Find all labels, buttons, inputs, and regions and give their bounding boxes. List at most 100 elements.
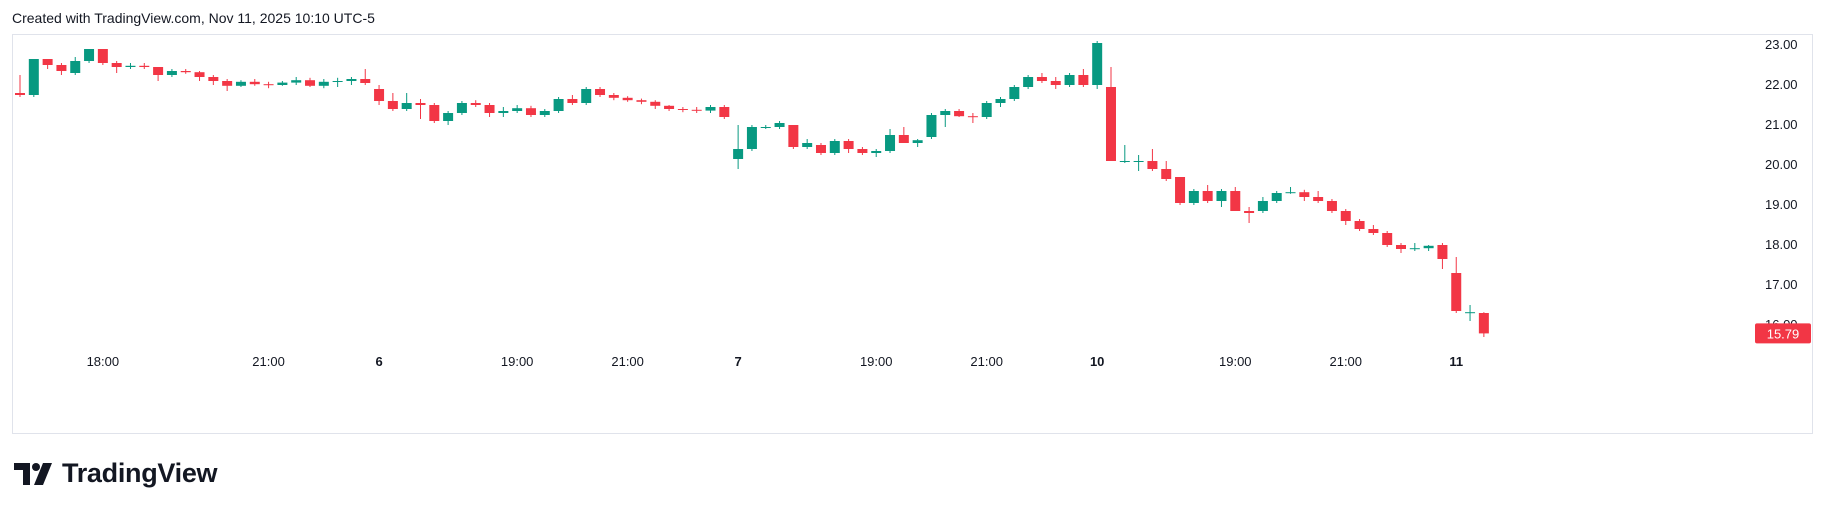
- x-tick-label: 6: [375, 354, 382, 369]
- candle-body: [1368, 229, 1379, 233]
- candle-body: [498, 111, 509, 113]
- y-tick-label: 17.00: [1765, 277, 1798, 292]
- y-tick-label: 20.00: [1765, 157, 1798, 172]
- candle-body: [235, 81, 246, 86]
- candle-body: [1050, 81, 1061, 85]
- candle-body: [429, 105, 440, 121]
- candle-body: [650, 101, 661, 106]
- candle-body: [415, 103, 426, 105]
- candle-body: [967, 116, 978, 118]
- candle-body: [374, 89, 385, 101]
- candle-body: [166, 71, 177, 75]
- candle-body: [664, 105, 675, 109]
- tradingview-logo-icon: [14, 462, 52, 485]
- candle-body: [719, 107, 730, 117]
- candle-body: [401, 103, 412, 109]
- x-tick-label: 21:00: [252, 354, 285, 369]
- candle-body: [1009, 87, 1020, 99]
- candle-body: [815, 145, 826, 153]
- x-tick-label: 19:00: [860, 354, 893, 369]
- x-tick-label: 21:00: [970, 354, 1003, 369]
- candle-body: [1382, 233, 1393, 245]
- candle-body: [1133, 161, 1144, 162]
- candle-body: [1271, 193, 1282, 201]
- candle-body: [525, 108, 536, 115]
- candle-body: [1147, 161, 1158, 169]
- candle-body: [677, 109, 688, 110]
- candle-body: [1078, 75, 1089, 85]
- candle-body: [1354, 221, 1365, 229]
- candle-body: [456, 103, 467, 113]
- candle-body: [194, 72, 205, 77]
- x-tick-label: 10: [1090, 354, 1104, 369]
- candle-body: [760, 127, 771, 128]
- chart-panel[interactable]: 23.0022.0021.0020.0019.0018.0017.0016.00…: [12, 34, 1813, 434]
- candle-body: [1216, 191, 1227, 201]
- candle-body: [1423, 245, 1434, 249]
- candle-body: [222, 81, 233, 86]
- y-tick-label: 23.00: [1765, 37, 1798, 52]
- candle-body: [139, 65, 150, 67]
- candle-body: [263, 84, 274, 86]
- candle-body: [1161, 169, 1172, 179]
- y-tick-label: 18.00: [1765, 237, 1798, 252]
- candle-body: [1175, 177, 1186, 203]
- tradingview-brand[interactable]: TradingView: [14, 458, 218, 489]
- candle-body: [318, 81, 329, 86]
- candle-body: [180, 71, 191, 73]
- candle-body: [691, 109, 702, 111]
- candle-body: [1188, 191, 1199, 203]
- candle-body: [208, 77, 219, 81]
- candle-body: [1064, 75, 1075, 85]
- candle-body: [97, 49, 108, 63]
- x-tick-label: 19:00: [501, 354, 534, 369]
- candle-body: [1023, 77, 1034, 87]
- candle-body: [608, 95, 619, 98]
- candle-body: [1465, 312, 1476, 314]
- candle-body: [470, 103, 481, 105]
- candle-body: [636, 100, 647, 102]
- candle-body: [1105, 87, 1116, 161]
- candle-body: [1202, 191, 1213, 201]
- candle-body: [387, 101, 398, 109]
- candle-body: [581, 89, 592, 103]
- candle-body: [871, 151, 882, 153]
- candle-body: [111, 63, 122, 67]
- candle-body: [595, 89, 606, 95]
- candle-body: [1285, 192, 1296, 194]
- candle-body: [926, 115, 937, 137]
- candle-body: [995, 99, 1006, 103]
- candle-body: [1396, 245, 1406, 249]
- candle-body: [305, 80, 316, 86]
- brand-name: TradingView: [62, 458, 218, 488]
- x-tick-label: 21:00: [611, 354, 644, 369]
- candle-body: [954, 111, 965, 117]
- candle-body: [1257, 201, 1268, 211]
- candle-body: [125, 65, 136, 67]
- candle-body: [1340, 211, 1351, 221]
- candle-body: [84, 49, 95, 61]
- candle-body: [622, 97, 633, 101]
- candle-body: [1409, 248, 1420, 250]
- candle-body: [1437, 245, 1448, 259]
- candle-body: [512, 108, 523, 111]
- candle-body: [912, 140, 923, 143]
- candle-body: [15, 93, 25, 95]
- candle-body: [746, 127, 757, 149]
- created-with-note: Created with TradingView.com, Nov 11, 20…: [12, 10, 375, 26]
- candle-body: [443, 113, 454, 121]
- candle-body: [1478, 313, 1489, 334]
- candle-body: [1451, 273, 1462, 311]
- candle-body: [346, 79, 357, 81]
- candle-body: [774, 123, 785, 127]
- candlestick-chart[interactable]: 23.0022.0021.0020.0019.0018.0017.0016.00…: [13, 35, 1814, 435]
- y-tick-label: 22.00: [1765, 77, 1798, 92]
- candle-body: [553, 99, 564, 111]
- candle-body: [42, 59, 53, 65]
- candle-body: [788, 125, 799, 147]
- candle-body: [360, 79, 371, 83]
- candle-body: [1244, 211, 1255, 213]
- candle-body: [1092, 43, 1103, 85]
- candle-body: [291, 80, 302, 83]
- candle-body: [829, 141, 840, 153]
